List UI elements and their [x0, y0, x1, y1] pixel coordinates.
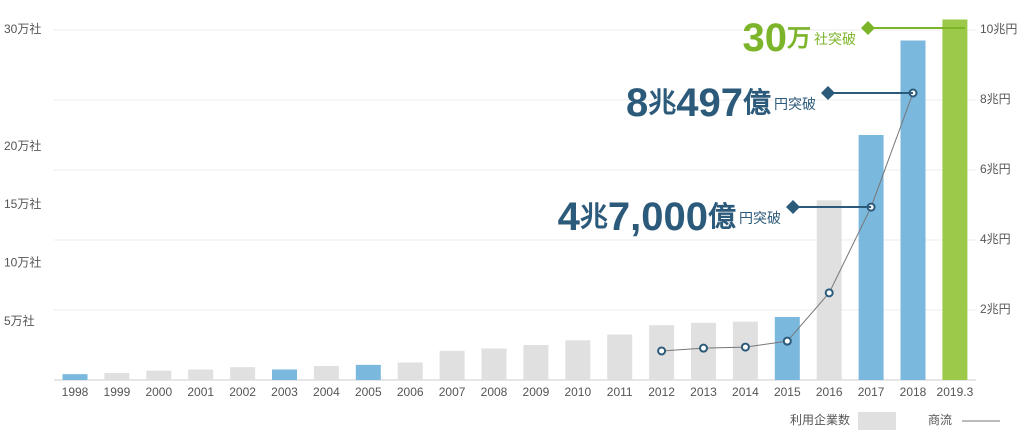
x-tick-label: 2018 [900, 385, 927, 399]
x-tick-label: 1998 [62, 385, 89, 399]
annotation-part: 4 [558, 195, 581, 239]
line-point [824, 288, 834, 298]
x-tick-label: 2009 [523, 385, 550, 399]
y2-tick-label: 4兆円 [980, 232, 1011, 246]
x-tick-label: 2007 [439, 385, 466, 399]
x-tick-label: 2014 [732, 385, 759, 399]
bar [62, 374, 88, 380]
annotation-part: 億 [743, 87, 771, 118]
legend-label: 利用企業数 [790, 412, 850, 427]
x-tick-label: 2017 [858, 385, 885, 399]
x-tick-label: 2010 [564, 385, 591, 399]
x-tick-label: 2012 [648, 385, 675, 399]
annotation-part: 円突破 [774, 96, 816, 112]
annotation-part: 8 [626, 81, 648, 125]
line-point [657, 346, 667, 356]
bar [313, 366, 339, 380]
line-point [740, 342, 750, 352]
x-tick-label: 2008 [481, 385, 508, 399]
annotation-part: 7,000 [608, 195, 708, 239]
x-tick-label: 2006 [397, 385, 424, 399]
x-tick-label: 2004 [313, 385, 340, 399]
x-tick-label: 2003 [271, 385, 298, 399]
annotation: 4兆7,000億 円突破 [558, 195, 781, 239]
x-tick-label: 2019.3 [937, 385, 974, 399]
x-tick-label: 2013 [690, 385, 717, 399]
bar [272, 369, 297, 380]
bar [607, 334, 633, 380]
line-point [782, 336, 792, 346]
annotation-part: 円突破 [739, 210, 781, 226]
x-tick-label: 1999 [104, 385, 131, 399]
annotation-part: 497 [676, 81, 743, 125]
annotation: 30万 社突破 [743, 16, 857, 60]
bar [942, 19, 968, 380]
y2-tick-label: 6兆円 [980, 162, 1011, 176]
bar [439, 350, 465, 380]
bar [565, 340, 591, 380]
bar [355, 364, 381, 380]
y-tick-label: 30万社 [4, 21, 41, 36]
x-tick-label: 2011 [607, 385, 633, 399]
annotation-part: 社突破 [814, 31, 856, 47]
x-tick-label: 2016 [816, 385, 843, 399]
leader-diamond [821, 86, 835, 100]
y2-tick-label: 10兆円 [980, 22, 1017, 36]
leader-diamond [786, 200, 800, 214]
bar [230, 367, 256, 380]
bar [523, 345, 549, 380]
bar [146, 370, 172, 380]
x-tick-label: 2005 [355, 385, 382, 399]
x-tick-label: 2002 [229, 385, 256, 399]
legend-swatch [858, 412, 896, 430]
y-tick-label: 15万社 [4, 196, 41, 211]
x-tick-label: 2001 [187, 385, 214, 399]
annotation-part: 億 [708, 201, 736, 232]
y-tick-label: 10万社 [4, 255, 41, 270]
annotation-part: 兆 [648, 87, 676, 118]
bar [397, 362, 423, 380]
annotation-part: 万 [787, 25, 811, 52]
bar [104, 373, 130, 380]
annotation: 8兆497億 円突破 [626, 81, 816, 125]
x-tick-label: 2015 [774, 385, 801, 399]
annotation-part: 30 [743, 16, 788, 60]
bar [481, 348, 507, 380]
legend-label: 商流 [928, 412, 952, 427]
leader-diamond [861, 21, 875, 35]
annotation-part: 兆 [580, 201, 608, 232]
x-tick-label: 2000 [145, 385, 172, 399]
line-point [699, 343, 708, 353]
y-tick-label: 5万社 [4, 313, 35, 328]
bar [858, 135, 884, 380]
y2-tick-label: 8兆円 [980, 92, 1011, 106]
bar [774, 317, 800, 380]
y2-tick-label: 2兆円 [980, 302, 1011, 316]
y-tick-label: 20万社 [4, 138, 41, 153]
bar [188, 369, 214, 380]
